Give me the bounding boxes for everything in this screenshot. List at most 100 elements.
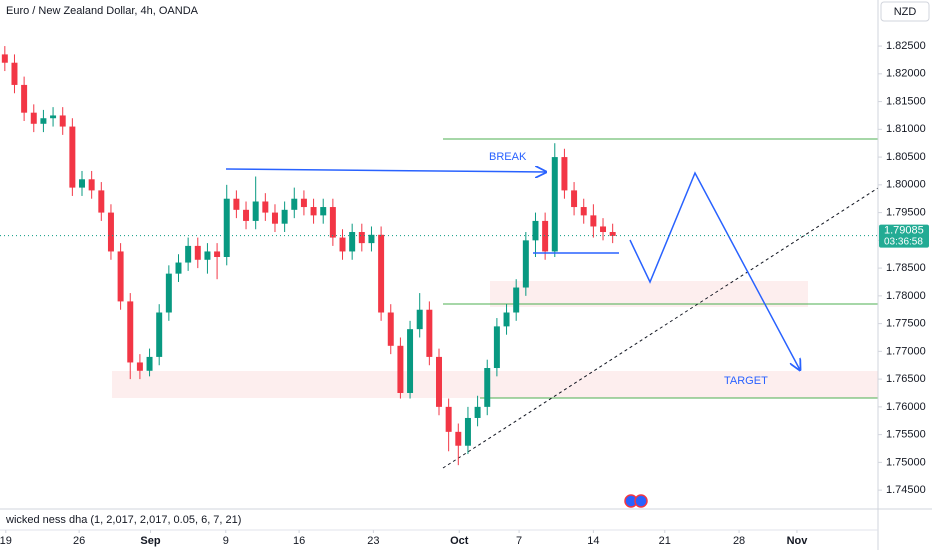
indicator-label: wicked ness dha (1, 2,017, 2,017, 0.05, … [5,514,241,526]
y-tick-label: 1.76000 [886,401,926,413]
candle-body [320,207,327,216]
y-tick-label: 1.80000 [886,179,926,191]
x-tick-label: 14 [587,535,599,547]
y-tick-label: 1.77500 [886,318,926,330]
candle-body [136,362,143,371]
x-tick-label: 23 [367,535,379,547]
candle-body [609,232,616,236]
candle-body [484,368,491,407]
candle-body [281,209,288,224]
candle-body [11,62,18,85]
candles [1,46,616,466]
candle-body [349,232,356,252]
x-tick-label: 19 [0,535,12,547]
candle-body [214,251,221,257]
currency-box[interactable] [880,1,930,22]
countdown-label: 03:36:58 [884,236,923,247]
candle-body [329,207,336,238]
candle-body [146,356,153,371]
candle-body [1,54,8,63]
candle-body [79,179,86,188]
y-tick-label: 1.75500 [886,429,926,441]
candle-body [127,301,134,363]
y-tick-label: 1.78000 [886,290,926,302]
candle-body [522,240,529,288]
candle-body [300,198,307,208]
x-tick-label: Nov [787,535,809,547]
candle-body [107,212,114,252]
candle-body [464,417,471,446]
candle-body [262,201,269,213]
x-tick-label: Oct [450,535,469,547]
y-tick-label: 1.77000 [886,345,926,357]
currency-label[interactable]: NZD [894,6,917,18]
candle-body [223,198,230,257]
y-tick-label: 1.81500 [886,95,926,107]
candle-body [271,212,278,224]
candle-body [561,157,568,191]
x-tick-label: Sep [140,535,160,547]
candle-body [252,201,259,221]
candle-body [98,190,105,213]
candle-body [426,309,433,357]
candle-body [590,215,597,227]
candle-body [397,345,404,393]
candle-body [233,198,240,210]
candle-body [387,312,394,346]
candle-body [445,406,452,432]
candle-body [503,312,510,327]
candle-body [455,431,462,446]
candle-body [59,115,66,127]
candle-body [368,234,375,244]
y-tick-label: 1.74500 [886,484,926,496]
x-tick-label: 9 [223,535,229,547]
break-arrow [225,169,546,172]
x-tick-label: 28 [733,535,745,547]
demand-zone [112,371,878,398]
candle-body [407,329,414,393]
candle-body [185,245,192,263]
candle-body [21,84,28,113]
candle-body [243,209,250,221]
candle-body [40,118,47,124]
annotation: TARGET [724,375,768,387]
candle-body [156,312,163,357]
y-tick-label: 1.79500 [886,206,926,218]
candle-body [204,251,211,260]
candle-body [194,245,201,260]
y-tick-label: 1.78500 [886,262,926,274]
candle-body [493,326,500,369]
y-tick-label: 1.82000 [886,68,926,80]
x-tick-label: 16 [293,535,305,547]
projection-path [629,171,800,370]
indicator-badges [624,494,648,508]
x-tick-label: 21 [659,535,671,547]
y-tick-label: 1.76500 [886,373,926,385]
chart-title: Euro / New Zealand Dollar, 4h, OANDA [6,5,199,17]
last-price-box [879,224,929,248]
candle-body [532,220,539,241]
candle-body [358,232,365,244]
candle-body [117,251,124,302]
candle-body [436,356,442,407]
candle-body [542,220,549,252]
x-tick-label: 7 [516,535,522,547]
candle-body [175,262,182,274]
candle-body [50,115,57,119]
y-tick-label: 1.81000 [886,123,926,135]
candle-body [551,157,558,252]
last-price-label: 1.79085 [884,225,924,237]
annotation: BREAK [489,151,527,163]
trend-line [442,187,879,469]
x-tick-label: 26 [73,535,85,547]
y-tick-label: 1.82500 [886,40,926,52]
candle-body [30,112,37,124]
candle-body [339,237,346,252]
y-tick-label: 1.80500 [886,151,926,163]
candle-body [416,309,423,330]
candle-body [291,198,298,210]
y-tick-label: 1.75000 [886,456,926,468]
candle-body [580,207,587,216]
